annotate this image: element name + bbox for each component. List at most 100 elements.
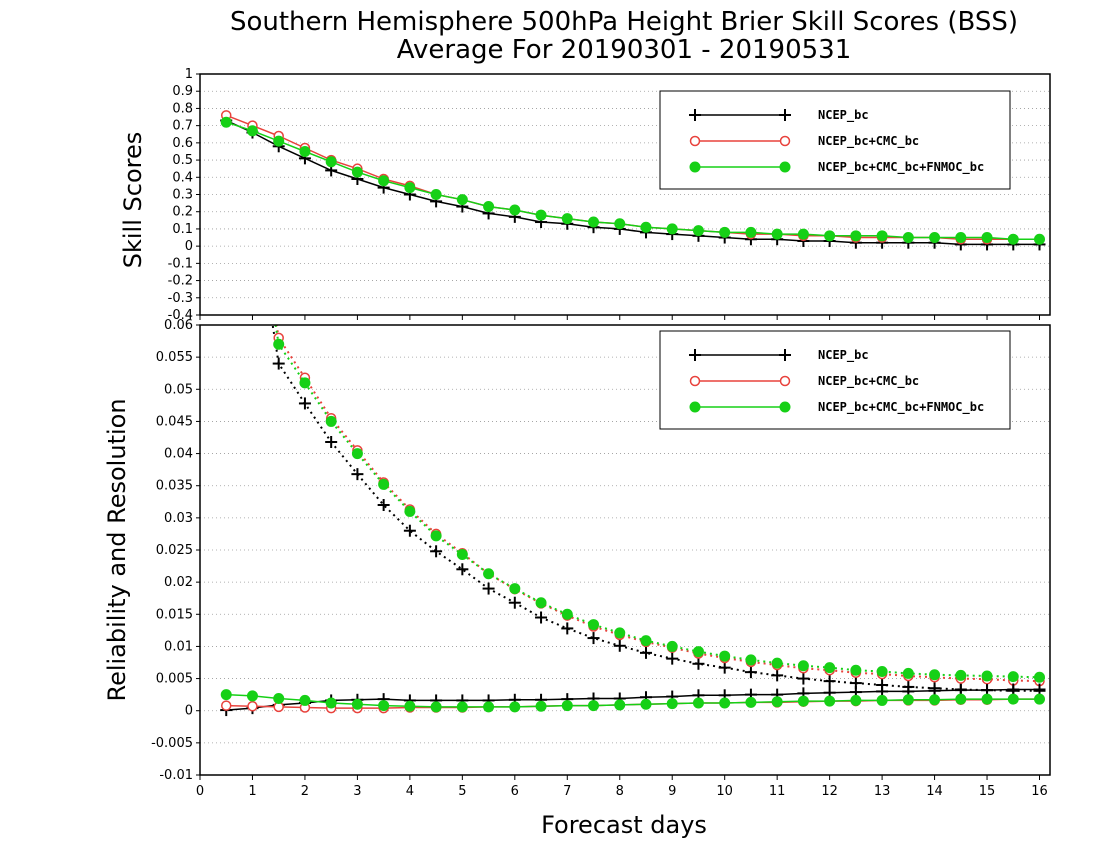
bottom-series-ncep-bc-cmc-bc-fnmoc-bc-resolution-point (824, 662, 836, 674)
bottom-series-group (220, 179, 1046, 717)
bottom-series-ncep-bc-cmc-bc-fnmoc-bc-resolution-point (561, 608, 573, 620)
bottom-x-tick-label: 2 (301, 784, 309, 799)
bottom-y-tick-label: 0.04 (164, 447, 193, 462)
top-series-ncep-bc-cmc-bc-fnmoc-bc-point (325, 156, 337, 168)
top-panel: -0.4 -0.3 -0.2 -0.1 0 0.1 0.2 0.3 0.4 0.5 0.6 0.7 0.… (168, 67, 1051, 323)
bottom-x-tick-label: 7 (563, 784, 571, 799)
top-series-ncep-bc-cmc-bc-fnmoc-bc-point (378, 175, 390, 187)
bottom-x-tick-label: 10 (716, 784, 733, 799)
bottom-x-tick-label: 8 (616, 784, 624, 799)
bottom-x-tick-label: 13 (874, 784, 891, 799)
top-series-ncep-bc-cmc-bc-fnmoc-bc-point (1034, 233, 1046, 245)
top-y-tick-label: 0.4 (172, 170, 193, 185)
top-y-tick-label: -0.2 (168, 274, 193, 289)
bottom-series-ncep-bc-cmc-bc-fnmoc-bc-reliability-point (666, 698, 678, 710)
bottom-plot-frame (199, 324, 1051, 776)
top-series-ncep-bc-cmc-bc-fnmoc-bc-point (640, 221, 652, 233)
bottom-series-ncep-bc-cmc-bc-fnmoc-bc-reliability-point (509, 701, 521, 713)
bottom-series-ncep-bc-cmc-bc-fnmoc-bc-reliability-point (902, 694, 914, 706)
top-legend-box (659, 90, 1011, 190)
top-legend-label-ncep-bc-cmc-bc-fnmoc-bc: NCEP_bc+CMC_bc+FNMOC_bc (818, 160, 984, 175)
bottom-series-ncep-bc-cmc-bc-fnmoc-bc-reliability-point (824, 695, 836, 707)
bottom-series-ncep-bc-cmc-bc-reliability-point (220, 700, 232, 711)
bottom-x-tick-label: 3 (353, 784, 361, 799)
bottom-x-tick-label: 12 (821, 784, 838, 799)
top-series-ncep-bc-cmc-bc-fnmoc-bc-point (719, 226, 731, 238)
bottom-y-tick-label: 0.05 (164, 382, 193, 397)
bottom-series-ncep-bc-cmc-bc-fnmoc-bc-reliability-point (771, 696, 783, 708)
bottom-series-ncep-bc-cmc-bc-fnmoc-bc-reliability-point (1007, 693, 1019, 705)
bottom-x-tick-label: 15 (979, 784, 996, 799)
top-series-ncep-bc-cmc-bc-fnmoc-bc-point (902, 232, 914, 244)
bottom-series-ncep-bc-cmc-bc-fnmoc-bc-resolution-point (771, 657, 783, 669)
bottom-series-ncep-bc-cmc-bc-fnmoc-bc-resolution-point (929, 669, 941, 681)
bottom-series-ncep-bc-cmc-bc-fnmoc-bc-reliability-point (325, 697, 337, 709)
bottom-series-ncep-bc-cmc-bc-fnmoc-bc-reliability-point (351, 698, 363, 710)
bottom-y-tick-label: -0.005 (151, 736, 193, 751)
bottom-series-ncep-bc-cmc-bc-fnmoc-bc-resolution-point (876, 666, 888, 677)
bottom-series-ncep-bc-cmc-bc-fnmoc-bc-resolution-point (247, 179, 257, 189)
bottom-series-ncep-bc-cmc-bc-fnmoc-bc-reliability-point (483, 701, 495, 713)
bottom-series-ncep-bc-cmc-bc-fnmoc-bc-reliability-point (692, 697, 704, 709)
top-series-ncep-bc-cmc-bc-fnmoc-bc-point (771, 228, 783, 240)
top-series-ncep-bc-cmc-bc-fnmoc-bc-point (404, 182, 416, 194)
bottom-series-ncep-bc-cmc-bc-fnmoc-bc-resolution-point (902, 667, 914, 679)
bottom-series-ncep-bc-cmc-bc-fnmoc-bc-reliability-point (640, 698, 652, 710)
top-series-ncep-bc-cmc-bc-fnmoc-bc-point (692, 225, 704, 237)
bottom-legend-swatch-marker (779, 375, 791, 387)
top-y-tick-label: 0 (185, 239, 193, 254)
chart-title-line2: Average For 20190301 - 20190531 (397, 35, 852, 65)
bottom-legend-swatch-marker (689, 401, 701, 413)
bottom-legend-label-ncep-bc-cmc-bc-fnmoc-bc: NCEP_bc+CMC_bc+FNMOC_bc (818, 400, 984, 415)
bottom-series-ncep-bc-cmc-bc-fnmoc-bc-resolution-point (325, 415, 337, 427)
bottom-legend-label-ncep-bc-cmc-bc: NCEP_bc+CMC_bc (818, 374, 919, 389)
top-legend-label-ncep-bc-cmc-bc: NCEP_bc+CMC_bc (818, 134, 919, 149)
top-series-ncep-bc-cmc-bc-fnmoc-bc-point (824, 230, 836, 242)
bottom-series-ncep-bc-cmc-bc-fnmoc-bc-resolution-point (430, 530, 442, 542)
top-legend-swatch-marker (689, 161, 701, 173)
top-series-ncep-bc-cmc-bc-fnmoc-bc-point (981, 232, 993, 244)
top-series-ncep-bc-cmc-bc-fnmoc-bc-point (483, 201, 495, 213)
bottom-series-ncep-bc-cmc-bc-fnmoc-bc-resolution-point (299, 377, 311, 389)
bottom-series-ncep-bc-cmc-bc-fnmoc-bc-reliability-point (745, 696, 757, 708)
top-y-tick-label: -0.3 (168, 291, 193, 306)
x-axis-label: Forecast days (541, 811, 707, 839)
bottom-y-axis-label: Reliability and Resolution (103, 398, 131, 701)
top-legend: NCEP_bc NCEP_bc+CMC_bc NCEP_bc+CMC_bc+FNMO… (659, 90, 1011, 190)
top-y-tick-label: 0.5 (172, 153, 193, 168)
bottom-series-ncep-bc-cmc-bc-fnmoc-bc-resolution-point (797, 660, 809, 672)
bottom-series-ncep-bc-cmc-bc-fnmoc-bc-resolution-point (719, 650, 731, 662)
bottom-y-tick-label: 0.055 (156, 350, 193, 365)
bottom-legend: NCEP_bc NCEP_bc+CMC_bc NCEP_bc+CMC_bc+FNMO… (659, 330, 1011, 430)
top-series-ncep-bc-cmc-bc-fnmoc-bc-point (1007, 233, 1019, 245)
top-series-ncep-bc-cmc-bc-fnmoc-bc-point (509, 204, 521, 216)
bottom-series-ncep-bc-cmc-bc-fnmoc-bc-reliability-point (220, 689, 232, 701)
bottom-y-tick-label: 0.02 (164, 575, 193, 590)
top-series-ncep-bc-cmc-bc-fnmoc-bc-point (797, 228, 809, 240)
bottom-y-tick-label: 0.025 (156, 543, 193, 558)
top-legend-swatch-marker (689, 135, 701, 147)
top-series-ncep-bc-cmc-bc-fnmoc-bc-point (666, 223, 678, 235)
top-y-tick-label: -0.1 (168, 256, 193, 271)
bottom-x-tick-label: 11 (769, 784, 786, 799)
top-series-ncep-bc-cmc-bc-fnmoc-bc-point (351, 166, 363, 178)
top-series-ncep-bc-cmc-bc-fnmoc-bc-point (876, 230, 888, 242)
bottom-series-ncep-bc-cmc-bc-fnmoc-bc-resolution-point (955, 669, 967, 681)
top-series-ncep-bc-cmc-bc-fnmoc-bc-point (456, 194, 468, 206)
top-series-ncep-bc-cmc-bc-fnmoc-bc-point (220, 116, 232, 128)
bottom-x-tick-label: 4 (406, 784, 414, 799)
bottom-series-ncep-bc-cmc-bc-fnmoc-bc-reliability-point (614, 699, 626, 711)
bottom-legend-label-ncep-bc: NCEP_bc (818, 348, 869, 363)
top-plot-frame (199, 73, 1051, 316)
bottom-y-tick-label: 0.045 (156, 414, 193, 429)
bottom-series-ncep-bc-cmc-bc-fnmoc-bc-reliability-point (981, 693, 993, 705)
top-y-tick-label: 0.8 (172, 101, 193, 116)
bottom-series-ncep-bc-cmc-bc-fnmoc-bc-reliability-point (1034, 693, 1046, 705)
bottom-y-tick-label: 0.005 (156, 672, 193, 687)
bottom-series-ncep-bc-cmc-bc-fnmoc-bc-reliability-point (535, 700, 547, 712)
bottom-y-tick-label: 0.06 (164, 318, 193, 333)
bottom-series-ncep-bc-cmc-bc-fnmoc-bc-resolution-point (850, 664, 862, 676)
bottom-legend-box (659, 330, 1011, 430)
top-y-tick-label: 0.2 (172, 205, 193, 220)
bottom-series-ncep-bc-cmc-bc-fnmoc-bc-reliability-point (561, 700, 573, 712)
